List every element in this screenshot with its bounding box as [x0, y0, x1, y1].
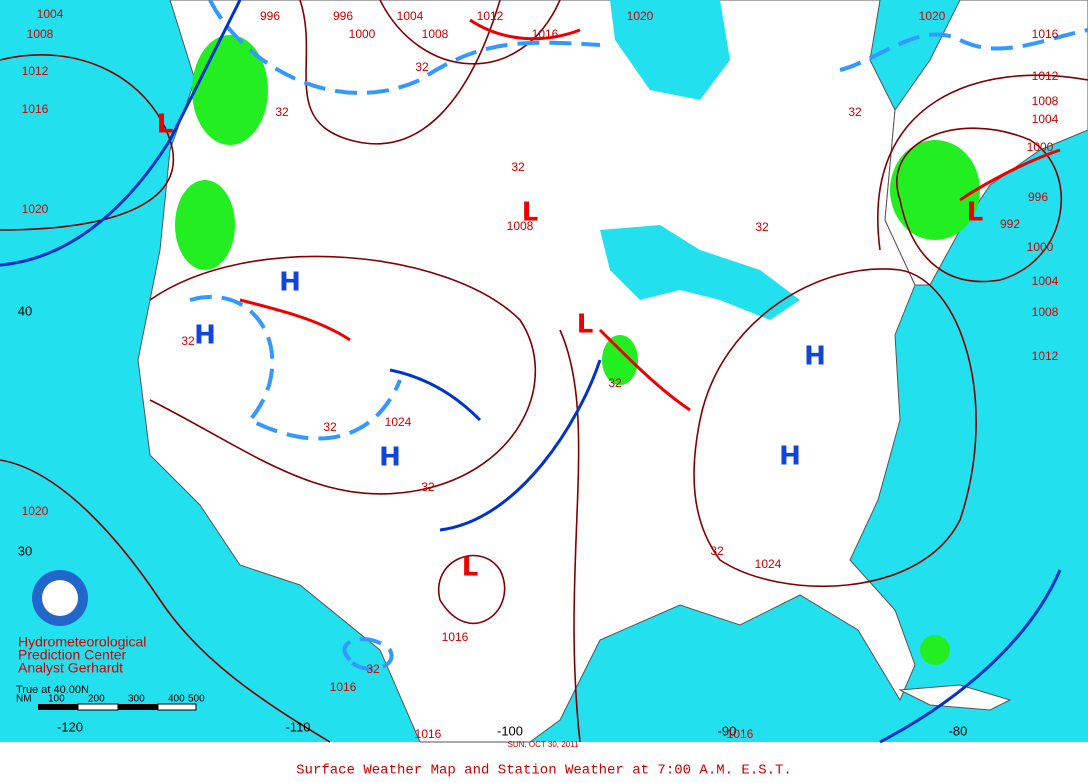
- credit: Hydrometeorological: [18, 634, 146, 650]
- scale-tick: 200: [88, 694, 105, 705]
- high-pressure-center: H: [279, 268, 301, 298]
- high-pressure-center: H: [194, 321, 216, 351]
- isobar-label: 1024: [755, 557, 782, 571]
- isobar-label: 1020: [22, 504, 49, 518]
- scale-title: True at 40.00N: [16, 684, 89, 696]
- cuba: [898, 684, 1012, 711]
- isobar-label: 1016: [1032, 27, 1059, 41]
- isobar-label: 996: [260, 9, 280, 23]
- longitude-label: -120: [57, 719, 83, 734]
- isobar-label: 1016: [532, 27, 559, 41]
- isobar-label: 1012: [1032, 349, 1059, 363]
- isobar-label: 1016: [415, 727, 442, 741]
- temperature-label: 32: [366, 662, 380, 676]
- noaa-logo-inner: [42, 580, 78, 616]
- temperature-label: 32: [323, 420, 337, 434]
- isobar-label: 996: [1028, 190, 1048, 204]
- temperature-label: 32: [511, 160, 525, 174]
- temperature-label: 32: [755, 220, 769, 234]
- isobar-label: 1008: [27, 27, 54, 41]
- footer-bg: [0, 742, 1088, 783]
- isobar-label: 1024: [385, 415, 412, 429]
- isobar-label: 1004: [37, 7, 64, 21]
- temperature-label: 32: [608, 376, 622, 390]
- scale-unit: NM: [16, 694, 32, 705]
- isobar-label: 1008: [1032, 94, 1059, 108]
- isobar-label: 992: [1000, 217, 1020, 231]
- temperature-label: 32: [181, 334, 195, 348]
- latitude-label: 30: [18, 543, 32, 558]
- fronts: [0, 0, 1062, 744]
- temperature-label: 32: [848, 105, 862, 119]
- isobar-label: 1012: [477, 9, 504, 23]
- low-pressure-center: L: [577, 310, 594, 340]
- precip-area: [602, 335, 638, 385]
- isobar-label: 1000: [349, 27, 376, 41]
- isobar-label: 1012: [22, 64, 49, 78]
- isobar-label: 1008: [422, 27, 449, 41]
- temperature-label: 32: [710, 544, 724, 558]
- isobar-label: 1004: [397, 9, 424, 23]
- isobar-label: 1004: [1032, 112, 1059, 126]
- map-date: SUN, OCT 30, 2011: [508, 740, 579, 749]
- precip-area: [890, 140, 980, 240]
- latitude-label: 40: [18, 303, 32, 318]
- freezing-lines: [189, 0, 1088, 671]
- scale-tick: 400: [168, 694, 185, 705]
- isobar-label: 1020: [919, 9, 946, 23]
- temperature-label: 32: [421, 480, 435, 494]
- isobar-label: 1020: [22, 202, 49, 216]
- longitude-label: -90: [718, 723, 737, 738]
- low-pressure-center: L: [522, 198, 539, 228]
- temperature-label: 32: [275, 105, 289, 119]
- isobar-label: 1016: [442, 630, 469, 644]
- precip-area: [175, 180, 235, 270]
- isobars: [0, 0, 1088, 743]
- isobar-label: 1016: [22, 102, 49, 116]
- isobar-label: 1012: [1032, 69, 1059, 83]
- low-pressure-center: L: [462, 553, 479, 583]
- low-pressure-center: L: [157, 110, 174, 140]
- isobar-label: 1008: [1032, 305, 1059, 319]
- isobar-label: 996: [333, 9, 353, 23]
- high-pressure-center: H: [779, 442, 801, 472]
- precip-area: [920, 635, 950, 665]
- hudson-bay: [610, 0, 730, 100]
- longitude-label: -80: [949, 723, 968, 738]
- scale-tick: 100: [48, 694, 65, 705]
- isobar-label: 1000: [1027, 240, 1054, 254]
- scale-tick: 300: [128, 694, 145, 705]
- longitude-label: -100: [497, 723, 523, 738]
- isobar-label: 1004: [1032, 274, 1059, 288]
- map-title: Surface Weather Map and Station Weather …: [296, 763, 792, 779]
- credit: Prediction Center: [18, 647, 127, 663]
- isobar-label: 1020: [627, 9, 654, 23]
- great-lakes: [600, 225, 800, 320]
- isobar-label: 1008: [507, 219, 534, 233]
- temperature-label: 32: [415, 60, 429, 74]
- isobar-label: 1016: [727, 727, 754, 741]
- high-pressure-center: H: [804, 342, 826, 372]
- high-pressure-center: H: [379, 443, 401, 473]
- scale-bar: [38, 703, 197, 711]
- isobar-label: 1000: [1027, 140, 1054, 154]
- scale-tick: 500: [188, 694, 205, 705]
- isobar-label: 1016: [330, 680, 357, 694]
- credit: Analyst Gerhardt: [18, 660, 123, 676]
- longitude-label: -110: [285, 719, 310, 734]
- low-pressure-center: L: [967, 198, 984, 228]
- precip-area: [192, 35, 268, 145]
